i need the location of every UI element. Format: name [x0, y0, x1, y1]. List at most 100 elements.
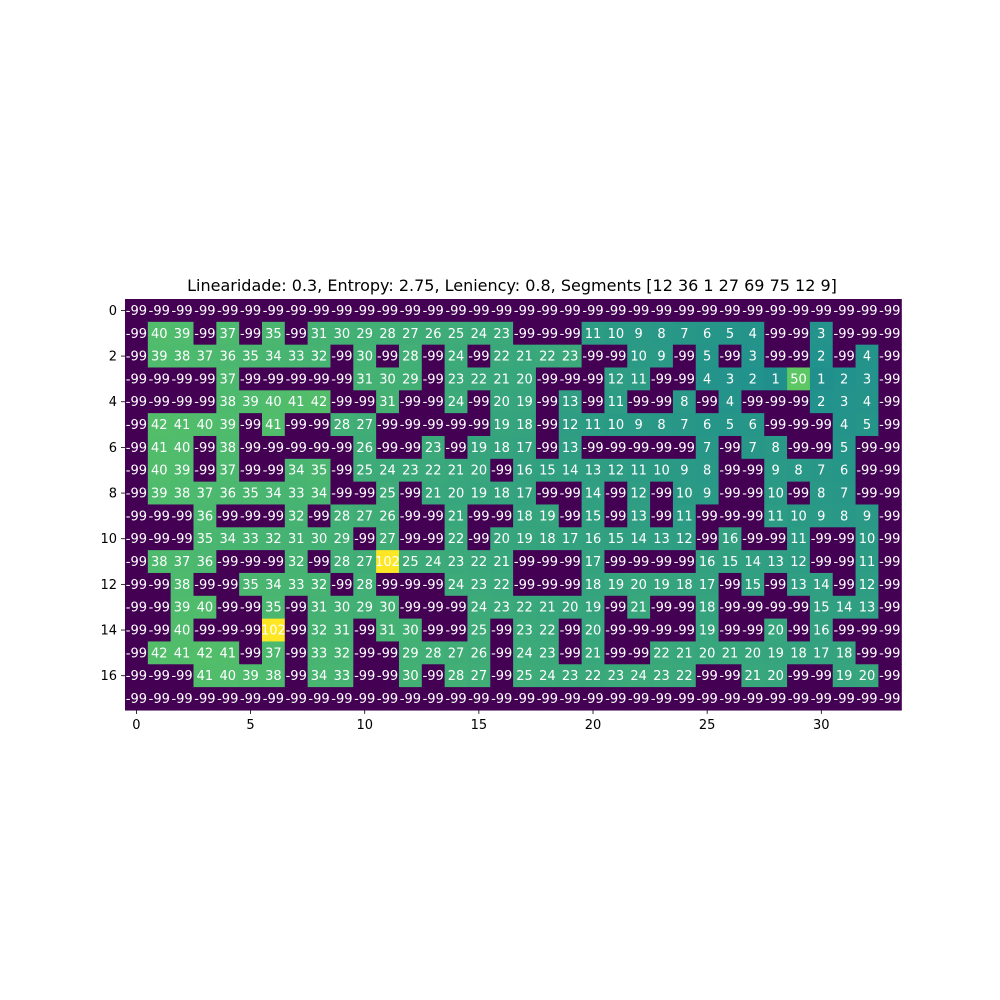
heatmap-cell-label: 20	[585, 624, 602, 639]
heatmap-cell-label: -99	[674, 692, 695, 707]
heatmap-cell-label: -99	[468, 532, 489, 547]
heatmap-cell	[467, 550, 491, 574]
heatmap-cell	[513, 641, 537, 665]
heatmap-cell-label: 24	[448, 395, 465, 410]
heatmap-cell-label: -99	[194, 327, 215, 342]
heatmap-cell	[467, 367, 491, 391]
heatmap-cell-label: 34	[311, 487, 328, 502]
heatmap-cell	[398, 413, 423, 437]
heatmap-cell-label: -99	[126, 372, 147, 387]
heatmap-cell	[261, 367, 286, 391]
heatmap-cell-label: 31	[288, 532, 305, 547]
heatmap-cell-label: 10	[630, 350, 647, 365]
heatmap-cell-label: -99	[719, 578, 740, 593]
heatmap-cell-label: 25	[448, 327, 465, 342]
heatmap-cell	[650, 550, 674, 574]
heatmap-cell	[558, 481, 583, 506]
heatmap-cell-label: 24	[471, 327, 488, 342]
heatmap-cell-label: -99	[742, 304, 763, 319]
heatmap-cell-label: 17	[699, 578, 716, 593]
heatmap-cell-label: 25	[471, 624, 488, 639]
y-tick-label: 4	[109, 395, 117, 410]
heatmap-cell-label: 18	[516, 418, 533, 433]
heatmap-cell	[353, 413, 377, 437]
heatmap-cell-label: -99	[194, 395, 215, 410]
heatmap-cell	[604, 664, 628, 688]
heatmap-cell	[695, 390, 720, 414]
heatmap-cell	[581, 367, 606, 391]
heatmap-cell-label: 6	[703, 327, 711, 342]
y-tick-label: 14	[100, 624, 117, 639]
heatmap-cell-label: 15	[745, 578, 762, 593]
heatmap-cell-label: 40	[151, 464, 168, 479]
heatmap-cell	[695, 435, 720, 460]
heatmap-cell	[855, 595, 879, 620]
heatmap-cell-label: -99	[286, 372, 307, 387]
heatmap-cell-label: -99	[834, 532, 855, 547]
heatmap-cell-label: -99	[765, 601, 786, 616]
heatmap-cell	[558, 413, 583, 437]
heatmap-cell-label: -99	[719, 624, 740, 639]
heatmap-cell-label: -99	[217, 509, 238, 524]
heatmap-cell-label: -99	[879, 532, 900, 547]
heatmap-cell-labels: -99 -99 -99 -99 -99 -99 -99 -99 -99 -99 -99 -99 -99 -…	[126, 304, 901, 707]
heatmap-cell	[558, 527, 583, 551]
heatmap-cell-label: 9	[680, 464, 688, 479]
heatmap-cell-label: 28	[448, 669, 465, 684]
heatmap-cell-label: 19	[836, 669, 853, 684]
heatmap-cell-label: 37	[219, 327, 236, 342]
heatmap-cell-label: 24	[448, 578, 465, 593]
heatmap-cell	[558, 367, 583, 391]
heatmap-cell	[398, 344, 423, 369]
heatmap-cell	[193, 527, 217, 551]
heatmap-cell	[261, 413, 286, 437]
heatmap-cell-label: 4	[703, 372, 711, 387]
heatmap-cell	[718, 618, 743, 643]
heatmap-cell	[787, 435, 811, 460]
heatmap-cell-label: -99	[537, 441, 558, 456]
heatmap-cell-label: -99	[697, 532, 718, 547]
heatmap-cell	[125, 527, 149, 551]
heatmap-cell-label: -99	[331, 487, 352, 502]
heatmap-cell-label: 31	[334, 624, 351, 639]
heatmap-cell	[147, 344, 172, 369]
heatmap-cell-label: -99	[697, 395, 718, 410]
heatmap-cell-label: 31	[311, 327, 328, 342]
heatmap-cell-label: -99	[674, 350, 695, 365]
heatmap-cell	[513, 687, 537, 711]
heatmap-cell-label: 39	[174, 327, 191, 342]
heatmap-cell	[787, 413, 811, 437]
heatmap-cell	[535, 550, 560, 574]
heatmap-cell	[125, 504, 149, 528]
heatmap-cell	[170, 390, 195, 414]
heatmap-cell	[490, 572, 514, 597]
heatmap-cell-label: -99	[423, 669, 444, 684]
heatmap-cell	[376, 527, 400, 551]
heatmap-cell	[147, 299, 172, 323]
heatmap-cell	[125, 481, 149, 506]
heatmap-cell	[581, 390, 606, 414]
heatmap-cell	[787, 344, 811, 369]
heatmap-cell	[741, 321, 765, 346]
heatmap-cell	[147, 527, 172, 551]
heatmap-cell	[193, 344, 217, 369]
heatmap-cell-label: -99	[537, 327, 558, 342]
heatmap-cell	[855, 458, 879, 483]
heatmap-cell-label: 18	[676, 578, 693, 593]
heatmap-cell	[261, 527, 286, 551]
heatmap-cell-label: -99	[674, 441, 695, 456]
heatmap-cell-label: 5	[726, 327, 734, 342]
heatmap-cell-label: -99	[423, 532, 444, 547]
heatmap-cell-label: 21	[745, 669, 762, 684]
heatmap-cell	[147, 413, 172, 437]
heatmap-cell	[307, 458, 332, 483]
heatmap-cell-label: -99	[514, 578, 535, 593]
heatmap-cell-label: 24	[379, 464, 396, 479]
heatmap-cell-label: -99	[377, 350, 398, 365]
heatmap-cell	[741, 435, 765, 460]
heatmap-cell	[216, 481, 240, 506]
heatmap-cell	[261, 481, 286, 506]
heatmap-cell	[421, 618, 446, 643]
heatmap-cell-label: 37	[219, 464, 236, 479]
